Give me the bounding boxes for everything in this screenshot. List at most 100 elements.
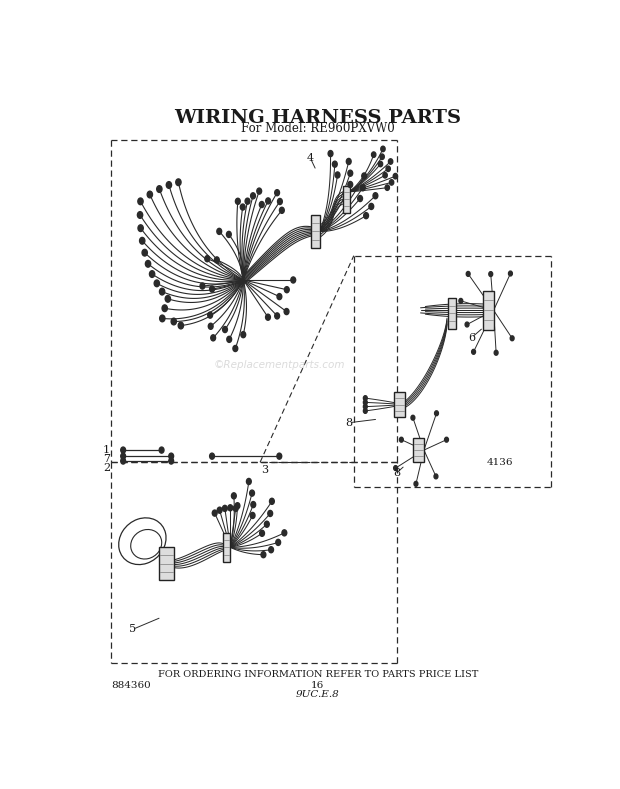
Circle shape bbox=[160, 315, 165, 322]
Circle shape bbox=[121, 458, 125, 464]
Circle shape bbox=[348, 170, 353, 176]
Circle shape bbox=[371, 152, 376, 157]
Bar bbox=[343, 185, 350, 213]
Circle shape bbox=[171, 318, 177, 325]
Circle shape bbox=[459, 298, 463, 303]
Bar bbox=[394, 392, 405, 417]
Circle shape bbox=[140, 237, 145, 244]
Bar bbox=[311, 215, 320, 248]
Text: 3: 3 bbox=[262, 466, 268, 475]
Circle shape bbox=[284, 308, 289, 315]
Bar bbox=[414, 438, 424, 462]
Circle shape bbox=[169, 453, 174, 459]
Circle shape bbox=[154, 280, 159, 286]
Text: 884360: 884360 bbox=[111, 681, 151, 690]
Circle shape bbox=[385, 185, 389, 190]
Circle shape bbox=[241, 204, 245, 210]
Circle shape bbox=[268, 510, 273, 517]
Circle shape bbox=[211, 335, 216, 341]
Circle shape bbox=[250, 512, 255, 518]
Bar bbox=[223, 533, 230, 562]
Circle shape bbox=[208, 323, 213, 329]
Text: 8: 8 bbox=[345, 417, 353, 428]
Circle shape bbox=[162, 305, 167, 312]
Circle shape bbox=[393, 174, 397, 179]
Circle shape bbox=[159, 447, 164, 453]
Circle shape bbox=[389, 159, 392, 164]
Circle shape bbox=[166, 181, 172, 189]
Text: ©Replacementparts.com: ©Replacementparts.com bbox=[213, 360, 345, 370]
Circle shape bbox=[215, 257, 219, 263]
Circle shape bbox=[217, 228, 222, 234]
Circle shape bbox=[465, 322, 469, 327]
Circle shape bbox=[233, 346, 237, 352]
Circle shape bbox=[212, 510, 217, 516]
Circle shape bbox=[414, 481, 418, 486]
Circle shape bbox=[399, 437, 403, 442]
Circle shape bbox=[138, 225, 143, 231]
Circle shape bbox=[434, 474, 438, 479]
Circle shape bbox=[347, 159, 351, 164]
Circle shape bbox=[328, 151, 333, 157]
Circle shape bbox=[489, 271, 493, 276]
Text: For Model: RE960PXVW0: For Model: RE960PXVW0 bbox=[241, 122, 394, 135]
Circle shape bbox=[251, 502, 255, 507]
Text: 7: 7 bbox=[103, 454, 110, 464]
Circle shape bbox=[175, 179, 181, 185]
Circle shape bbox=[278, 199, 282, 204]
Circle shape bbox=[231, 493, 236, 499]
Circle shape bbox=[210, 453, 215, 459]
Circle shape bbox=[494, 350, 498, 355]
Circle shape bbox=[363, 396, 367, 401]
Circle shape bbox=[165, 295, 171, 302]
Circle shape bbox=[200, 283, 205, 289]
Circle shape bbox=[277, 294, 282, 300]
Circle shape bbox=[386, 166, 391, 171]
Circle shape bbox=[149, 271, 155, 278]
Text: 4: 4 bbox=[307, 154, 314, 163]
Circle shape bbox=[138, 211, 143, 219]
Circle shape bbox=[138, 198, 143, 204]
Circle shape bbox=[145, 260, 151, 267]
Circle shape bbox=[217, 507, 222, 513]
Circle shape bbox=[389, 180, 394, 185]
Circle shape bbox=[466, 271, 470, 276]
Circle shape bbox=[472, 350, 476, 354]
Text: 6: 6 bbox=[468, 333, 475, 342]
Circle shape bbox=[358, 196, 363, 201]
Circle shape bbox=[208, 312, 213, 318]
Text: 16: 16 bbox=[311, 681, 324, 690]
Circle shape bbox=[223, 327, 228, 333]
Circle shape bbox=[227, 336, 232, 342]
Circle shape bbox=[275, 189, 280, 196]
Circle shape bbox=[266, 198, 270, 204]
Circle shape bbox=[226, 231, 231, 237]
Circle shape bbox=[275, 313, 280, 319]
Circle shape bbox=[178, 322, 184, 329]
Circle shape bbox=[282, 530, 287, 536]
Circle shape bbox=[360, 185, 365, 191]
Circle shape bbox=[508, 271, 512, 276]
Circle shape bbox=[147, 191, 153, 198]
Circle shape bbox=[235, 503, 240, 509]
Circle shape bbox=[157, 185, 162, 193]
Circle shape bbox=[233, 506, 238, 511]
Circle shape bbox=[435, 411, 438, 416]
Circle shape bbox=[445, 437, 448, 442]
Circle shape bbox=[159, 288, 165, 295]
Circle shape bbox=[205, 256, 210, 262]
Circle shape bbox=[280, 208, 284, 213]
Bar bbox=[448, 298, 456, 328]
Circle shape bbox=[246, 478, 251, 484]
Text: 8: 8 bbox=[394, 468, 401, 477]
Circle shape bbox=[363, 404, 367, 409]
Circle shape bbox=[394, 466, 397, 470]
Text: WIRING HARNESS PARTS: WIRING HARNESS PARTS bbox=[174, 109, 461, 127]
Text: 1: 1 bbox=[103, 445, 110, 455]
Text: 4136: 4136 bbox=[487, 458, 513, 467]
Circle shape bbox=[259, 201, 264, 208]
Circle shape bbox=[250, 193, 255, 199]
Circle shape bbox=[268, 547, 273, 553]
Circle shape bbox=[285, 286, 289, 293]
Text: 2: 2 bbox=[103, 463, 110, 473]
